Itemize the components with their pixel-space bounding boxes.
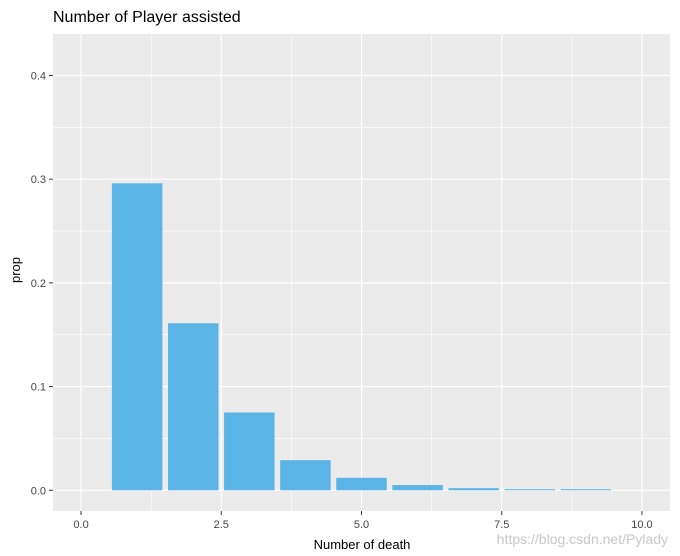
- chart-title: Number of Player assisted: [53, 9, 241, 26]
- y-tick-label: 0.2: [31, 278, 46, 290]
- x-tick-label: 5.0: [354, 519, 369, 531]
- x-tick-label: 0.0: [73, 519, 88, 531]
- x-tick-label: 2.5: [214, 519, 229, 531]
- y-tick-label: 0.1: [31, 382, 46, 394]
- x-axis-title: Number of death: [314, 537, 411, 552]
- y-axis: 0.0 0.1 0.2 0.3 0.4: [31, 70, 53, 497]
- y-tick-label: 0.3: [31, 174, 46, 186]
- watermark-text: https://blog.csdn.net/Pylady: [497, 531, 668, 547]
- bar: [560, 489, 612, 491]
- bar: [167, 323, 219, 491]
- x-tick-label: 7.5: [494, 519, 509, 531]
- y-tick-label: 0.4: [31, 70, 46, 82]
- bar: [280, 460, 331, 491]
- x-tick-label: 10.0: [631, 519, 652, 531]
- bar: [392, 485, 443, 491]
- bar: [448, 488, 499, 491]
- bar: [336, 477, 387, 491]
- bars: [111, 183, 612, 491]
- bar: [111, 183, 163, 491]
- bar: [504, 489, 556, 491]
- x-axis: 0.0 2.5 5.0 7.5 10.0: [73, 511, 653, 531]
- bar: [224, 412, 275, 491]
- y-axis-title: prop: [8, 257, 23, 283]
- y-tick-label: 0.0: [31, 485, 46, 497]
